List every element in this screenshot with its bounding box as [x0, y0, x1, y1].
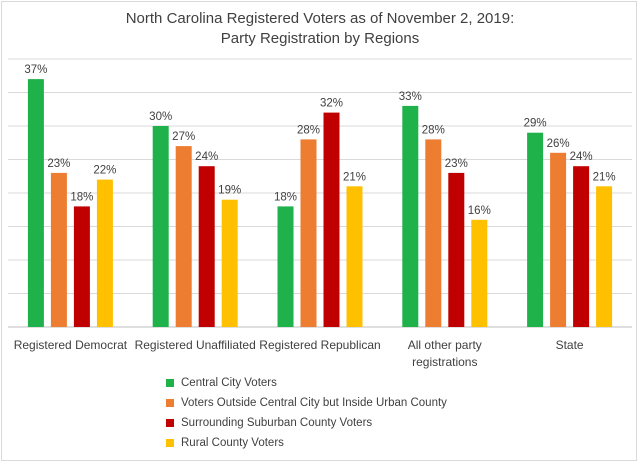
- bar: [50, 172, 67, 327]
- bar: [596, 186, 613, 327]
- chart-subtitle: Party Registration by Regions: [220, 30, 420, 47]
- bar: [346, 186, 363, 327]
- data-label: 19%: [218, 185, 241, 197]
- data-label: 37%: [24, 64, 47, 76]
- data-label: 28%: [422, 124, 445, 136]
- bar: [448, 172, 465, 327]
- legend-item: Voters Outside Central City but Inside U…: [166, 393, 447, 413]
- legend-swatch: [166, 439, 174, 447]
- category-label: Registered Unaffiliated: [135, 338, 256, 352]
- category-label: Registered Democrat: [14, 338, 128, 352]
- bar: [527, 132, 544, 327]
- data-label: 26%: [547, 138, 570, 150]
- category-label: State: [556, 338, 584, 352]
- data-label: 28%: [297, 124, 320, 136]
- chart-title: North Carolina Registered Voters as of N…: [125, 10, 515, 27]
- data-label: 23%: [445, 158, 468, 170]
- bar: [221, 199, 238, 327]
- data-label: 27%: [172, 131, 195, 143]
- bar: [402, 105, 419, 328]
- data-label: 30%: [149, 111, 172, 123]
- bar: [425, 139, 442, 327]
- legend-label: Voters Outside Central City but Inside U…: [181, 397, 447, 409]
- data-label: 24%: [195, 151, 218, 163]
- category-label: All other party: [408, 338, 482, 352]
- category-label: Registered Republican: [259, 338, 380, 352]
- legend-label: Surrounding Suburban County Voters: [181, 417, 373, 429]
- legend-swatch: [166, 379, 174, 387]
- data-label: 29%: [524, 118, 547, 130]
- bar: [27, 79, 44, 327]
- bar: [152, 126, 169, 327]
- bar: [471, 219, 488, 327]
- bar: [323, 112, 340, 327]
- legend-swatch: [166, 399, 174, 407]
- legend-item: Surrounding Suburban County Voters: [166, 413, 447, 433]
- bar: [175, 146, 192, 327]
- bar: [300, 139, 317, 327]
- data-label: 18%: [70, 191, 93, 203]
- bar: [73, 206, 90, 327]
- legend-item: Central City Voters: [166, 373, 447, 393]
- legend-swatch: [166, 419, 174, 427]
- legend-item: Rural County Voters: [166, 433, 447, 453]
- data-label: 33%: [399, 91, 422, 103]
- bar: [573, 166, 590, 327]
- bar: [198, 166, 215, 327]
- data-label: 23%: [47, 158, 70, 170]
- data-label: 21%: [593, 171, 616, 183]
- chart-legend: Central City Voters Voters Outside Centra…: [166, 373, 447, 453]
- data-label: 21%: [343, 171, 366, 183]
- legend-label: Central City Voters: [181, 377, 277, 389]
- data-label: 16%: [468, 205, 491, 217]
- data-label: 22%: [93, 165, 116, 177]
- data-label: 32%: [320, 98, 343, 110]
- bar: [277, 206, 294, 327]
- bar: [550, 152, 567, 327]
- data-label: 18%: [274, 191, 297, 203]
- legend-label: Rural County Voters: [181, 437, 284, 449]
- bar: [96, 179, 113, 327]
- data-label: 24%: [570, 151, 593, 163]
- category-label: registrations: [412, 355, 477, 369]
